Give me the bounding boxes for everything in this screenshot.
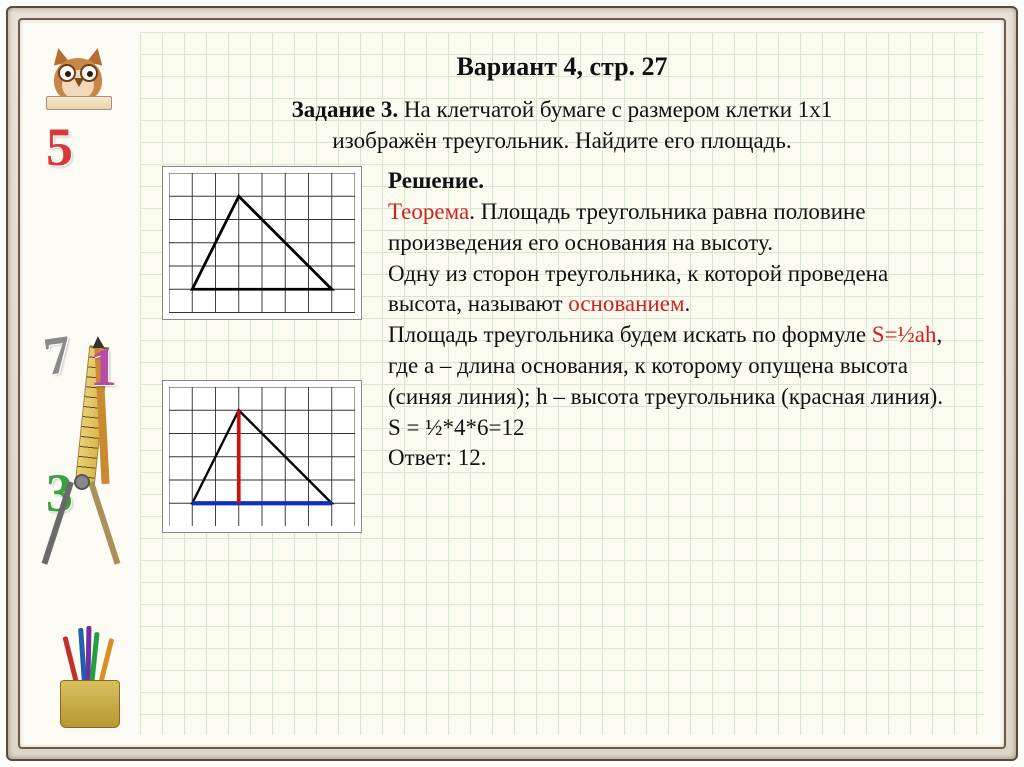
solution-label: Решение. (388, 168, 484, 193)
ruler-pencil-icon (40, 176, 140, 326)
owl-icon (40, 40, 118, 110)
figure-2 (162, 380, 362, 534)
figure-1 (162, 166, 362, 320)
page-title: Вариант 4, стр. 27 (140, 32, 984, 82)
content-area: Вариант 4, стр. 27 Задание 3. На клетчат… (140, 32, 984, 735)
compass-icon (48, 470, 118, 570)
para-formula-b: , (937, 322, 943, 347)
decor-number-5: 5 (46, 120, 140, 174)
outer-frame: 5 7 1 3 Вариант 4, стр. 27 Задание 3. На… (6, 6, 1018, 761)
pencil-cup-icon (46, 650, 136, 730)
figure-2-svg (169, 387, 355, 527)
task-label: Задание 3. (292, 97, 399, 122)
decor-number-7: 7 (40, 327, 74, 384)
figure-1-svg (169, 173, 355, 313)
task-text-line1: На клетчатой бумаге с размером клетки 1х… (398, 97, 832, 122)
para-base-b: . (685, 291, 691, 316)
theorem-word: Теорема (388, 199, 469, 224)
calculation-line: S = ½*4*6=12 (388, 413, 966, 444)
para-formula-a: Площадь треугольника будем искать по фор… (388, 322, 872, 347)
solution-text: Решение. Теорема. Площадь треугольника р… (388, 166, 966, 593)
figures-column (162, 166, 372, 593)
base-word: основанием (568, 291, 684, 316)
decor-number-1: 1 (90, 340, 117, 394)
task-text-line2: изображён треугольник. Найдите его площа… (332, 128, 791, 153)
decorative-sidebar: 5 7 1 3 (40, 40, 140, 727)
area-formula: S=½ah (872, 322, 937, 347)
para-explain: где a – длина основания, к которому опущ… (388, 351, 966, 413)
body-row: Решение. Теорема. Площадь треугольника р… (140, 156, 984, 593)
task-statement: Задание 3. На клетчатой бумаге с размеро… (140, 82, 984, 156)
inner-frame: 5 7 1 3 Вариант 4, стр. 27 Задание 3. На… (18, 18, 1006, 749)
answer-line: Ответ: 12. (388, 443, 966, 474)
